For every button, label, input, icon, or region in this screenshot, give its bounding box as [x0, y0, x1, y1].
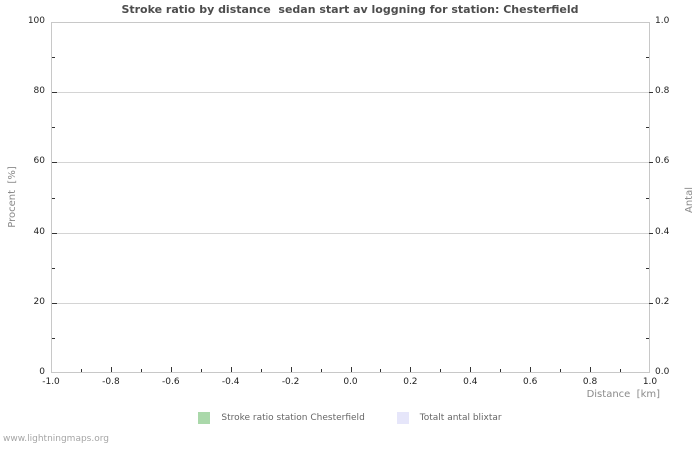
x-minor-tick	[200, 369, 202, 372]
x-minor-tick	[320, 369, 322, 372]
x-axis-tick-label: 0.4	[463, 377, 478, 387]
x-major-tick	[290, 367, 292, 372]
x-axis-tick-label: -0.2	[281, 377, 300, 387]
x-axis-tick-label: -0.6	[162, 377, 180, 387]
x-minor-tick	[140, 369, 142, 372]
x-axis-tick-label: 0.6	[523, 377, 538, 387]
y-minor-tick-right	[646, 267, 649, 269]
x-axis-tick-label: 0.0	[343, 377, 358, 387]
y-major-tick-right	[649, 92, 653, 94]
gridline	[52, 232, 649, 234]
y-minor-tick-left	[52, 197, 55, 199]
y-minor-tick-left	[52, 337, 55, 339]
x-axis-tick-label: -1.0	[42, 377, 60, 387]
plot-area	[51, 22, 653, 373]
y-axis-tick-label-right: 0.4	[655, 226, 670, 237]
x-axis-tick-label: 0.8	[582, 377, 598, 387]
legend-swatch	[396, 412, 409, 424]
y-axis-tick-label-right: 0.0	[655, 367, 670, 377]
y-major-tick-right	[649, 232, 653, 234]
legend-item: Stroke ratio station Chesterfield	[198, 412, 365, 424]
y-axis-tick-label-right: 0.6	[655, 156, 670, 167]
y-axis-tick-label-left: 60	[33, 156, 45, 167]
x-major-tick	[590, 367, 592, 372]
x-minor-tick	[380, 369, 382, 372]
y-minor-tick-right	[646, 127, 649, 129]
x-axis-tick-label: -0.8	[102, 377, 120, 387]
y-axis-tick-label-left: 0	[39, 367, 45, 377]
y-axis-tick-label-right: 1.0	[655, 16, 670, 26]
x-major-tick	[110, 367, 112, 372]
x-minor-tick	[440, 369, 442, 372]
x-minor-tick	[500, 369, 502, 372]
x-axis-tick-label: 1.0	[642, 377, 658, 387]
x-axis-tick-label: 0.2	[403, 377, 418, 387]
x-major-tick	[230, 367, 232, 372]
y-minor-tick-right	[646, 337, 649, 339]
gridline	[52, 302, 649, 304]
x-minor-tick	[260, 369, 262, 372]
x-major-tick	[410, 367, 412, 372]
gridline	[52, 162, 649, 164]
x-major-tick	[470, 367, 472, 372]
watermark: www.lightningmaps.org	[3, 434, 109, 444]
y-minor-tick-right	[646, 197, 649, 199]
x-axis-tick-label: -0.4	[221, 377, 240, 387]
y-minor-tick-left	[52, 57, 55, 59]
x-minor-tick	[620, 369, 622, 372]
x-axis-label: Distance [km]	[586, 389, 660, 400]
y-major-tick-right	[649, 162, 653, 164]
x-minor-tick	[560, 369, 562, 372]
y-axis-tick-label-left: 100	[27, 16, 45, 26]
y-axis-label-left: Procent [%]	[7, 166, 18, 228]
y-minor-tick-left	[52, 267, 55, 269]
x-minor-tick	[80, 369, 82, 372]
legend-label: Totalt antal blixtar	[419, 413, 502, 423]
x-major-tick	[170, 367, 172, 372]
y-minor-tick-left	[52, 127, 55, 129]
y-axis-tick-label-left: 80	[33, 86, 45, 97]
y-major-tick-left	[52, 162, 57, 164]
y-minor-tick-right	[646, 57, 649, 59]
y-major-tick-left	[52, 302, 57, 304]
y-major-tick-left	[52, 232, 57, 234]
gridline	[52, 92, 649, 94]
legend-swatch	[198, 412, 211, 424]
x-major-tick	[350, 367, 352, 372]
y-axis-tick-label-left: 20	[33, 296, 45, 307]
y-axis-tick-label-right: 0.8	[655, 86, 670, 97]
y-axis-tick-label-left: 40	[33, 226, 45, 237]
x-major-tick	[530, 367, 532, 372]
y-axis-label-right: Antal	[684, 186, 695, 214]
legend: Stroke ratio station Chesterfield Totalt …	[0, 410, 700, 426]
y-axis-tick-label-right: 0.2	[655, 296, 670, 307]
legend-label: Stroke ratio station Chesterfield	[221, 413, 365, 423]
y-major-tick-left	[52, 92, 57, 94]
legend-item: Totalt antal blixtar	[396, 412, 502, 424]
chart-title: Stroke ratio by distance sedan start av …	[121, 3, 579, 16]
y-major-tick-right	[649, 302, 653, 304]
